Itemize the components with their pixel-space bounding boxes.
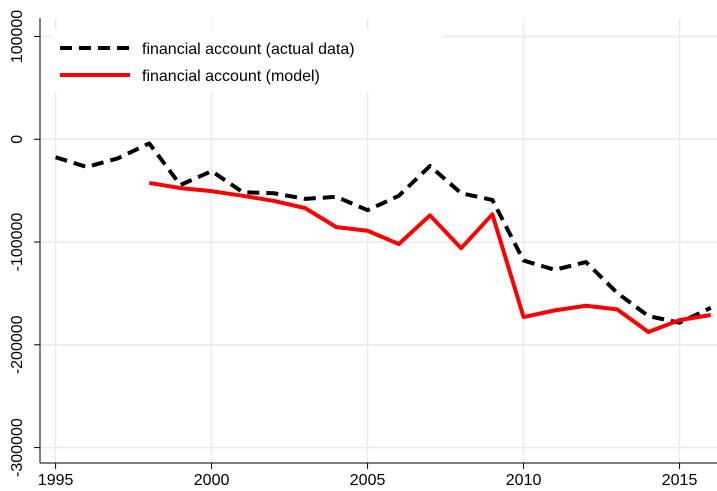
y-tick-label: 100000 <box>9 10 26 63</box>
y-tick-label: -300000 <box>9 418 26 477</box>
y-tick-label: -100000 <box>9 213 26 272</box>
x-tick-label: 2015 <box>662 472 698 489</box>
legend-box <box>52 30 442 92</box>
y-tick-label: -200000 <box>9 315 26 374</box>
legend-label: financial account (model) <box>142 68 320 85</box>
data-line <box>148 180 712 334</box>
x-tick-label: 2005 <box>350 472 386 489</box>
x-tick-label: 2010 <box>506 472 542 489</box>
legend-label: financial account (actual data) <box>142 41 355 58</box>
x-tick-label: 1995 <box>38 472 74 489</box>
y-tick-label: 0 <box>9 135 26 144</box>
data-line <box>55 141 712 325</box>
x-tick-label: 2000 <box>194 472 230 489</box>
